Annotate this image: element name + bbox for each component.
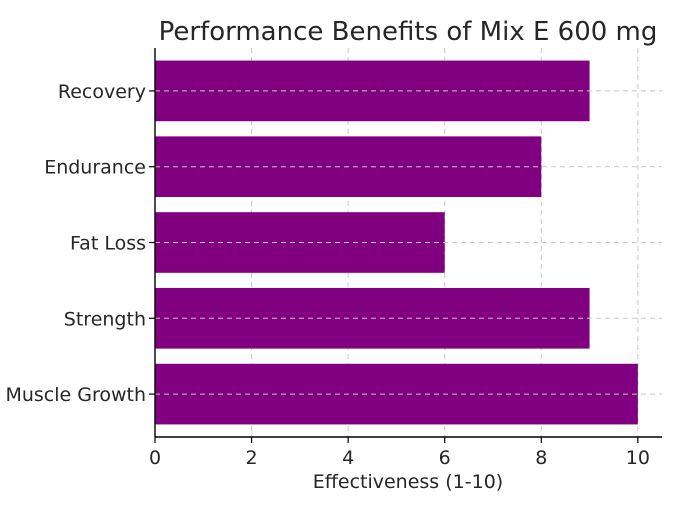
x-tick-label: 8 (535, 447, 547, 469)
x-tick-label: 10 (626, 447, 650, 469)
x-ticks: 0 2 4 6 8 10 (149, 437, 650, 469)
y-tick-label: Muscle Growth (5, 384, 146, 406)
chart-title: Performance Benefits of Mix E 600 mg (159, 17, 658, 47)
y-ticks: Muscle Growth Strength Fat Loss Endurance Re… (5, 81, 155, 406)
y-tick-label: Endurance (44, 157, 146, 179)
bar-muscle-growth (155, 363, 638, 425)
x-tick-label: 0 (149, 447, 161, 469)
x-tick-label: 4 (342, 447, 354, 469)
x-axis-title: Effectiveness (1-10) (313, 471, 503, 493)
y-tick-label: Fat Loss (70, 233, 146, 255)
y-tick-label: Recovery (58, 81, 146, 103)
y-tick-label: Strength (64, 308, 146, 330)
bars (155, 60, 662, 425)
x-tick-label: 6 (439, 447, 451, 469)
x-tick-label: 2 (246, 447, 258, 469)
